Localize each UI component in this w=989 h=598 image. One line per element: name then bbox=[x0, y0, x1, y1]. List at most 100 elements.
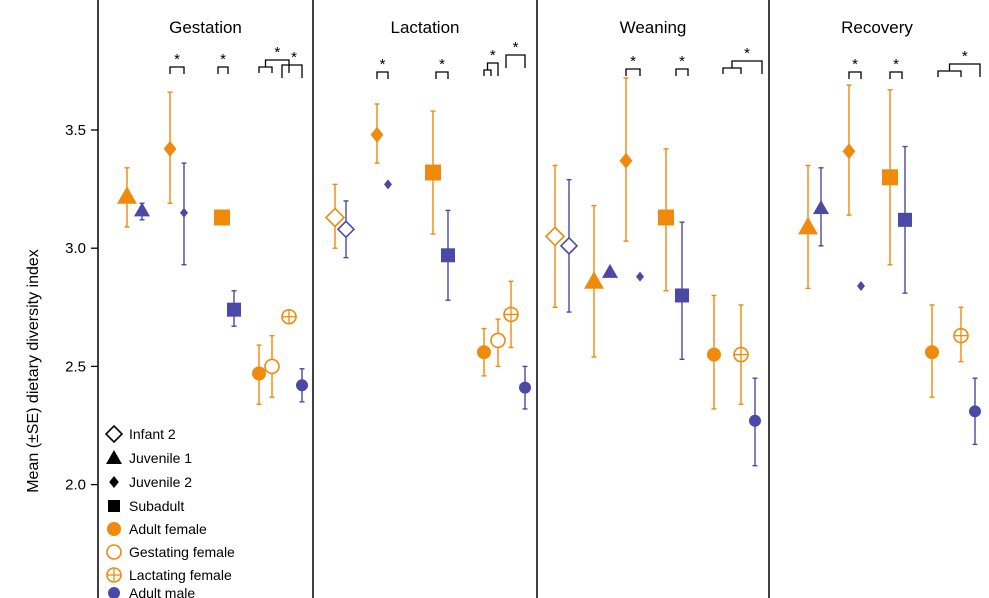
significance-bracket: * bbox=[505, 39, 526, 68]
significance-star: * bbox=[174, 51, 180, 68]
significance-bracket: * bbox=[937, 48, 981, 77]
significance-star: * bbox=[274, 44, 280, 61]
point-juvenile-1-female bbox=[117, 186, 137, 204]
point-adult-female-female bbox=[252, 366, 266, 381]
legend-marker-gestating-female bbox=[106, 544, 122, 560]
point-juvenile-2-male bbox=[857, 281, 865, 292]
point-juvenile-2-male bbox=[636, 271, 644, 282]
significance-bracket: * bbox=[625, 53, 641, 76]
significance-star: * bbox=[380, 56, 386, 73]
significance-star: * bbox=[439, 56, 445, 73]
point-adult-female-female bbox=[707, 347, 721, 362]
point-adult-female-female bbox=[477, 345, 491, 360]
point-juvenile-1-female bbox=[798, 216, 818, 235]
legend-marker-infant-2 bbox=[104, 424, 124, 444]
legend-item-gestating-female: Gestating female bbox=[106, 544, 235, 560]
point-gestating-female-female bbox=[264, 358, 280, 375]
significance-bracket: * bbox=[483, 47, 499, 76]
panel-series-gestation bbox=[117, 91, 308, 405]
point-juvenile-2-female bbox=[842, 143, 856, 160]
point-subadult-female bbox=[214, 209, 230, 226]
point-juvenile-2-male bbox=[384, 179, 392, 190]
legend-item-juvenile-2: Juvenile 2 bbox=[109, 474, 192, 490]
significance-star: * bbox=[744, 45, 750, 62]
significance-star: * bbox=[893, 56, 899, 73]
y-tick-label: 3.5 bbox=[65, 122, 86, 139]
point-lactating-female-female bbox=[733, 346, 749, 363]
data-layer bbox=[117, 77, 981, 467]
significance-star: * bbox=[490, 47, 496, 64]
point-infant-2-female bbox=[324, 207, 346, 228]
significance-bracket: * bbox=[675, 53, 689, 76]
significance-star: * bbox=[852, 56, 858, 73]
legend: Infant 2 Juvenile 1 Juvenile 2 Subadult Adul… bbox=[104, 424, 235, 598]
point-juvenile-2-female bbox=[619, 152, 633, 169]
significance-star: * bbox=[679, 53, 685, 70]
point-gestating-female-female bbox=[490, 332, 506, 349]
legend-marker-adult-female bbox=[107, 522, 121, 536]
significance-bracket: * bbox=[169, 51, 185, 74]
significance-bracket: * bbox=[217, 51, 229, 74]
point-subadult-male bbox=[227, 302, 241, 317]
point-subadult-male bbox=[675, 288, 689, 303]
legend-marker-juvenile-2 bbox=[109, 476, 119, 488]
legend-label: Subadult bbox=[129, 498, 184, 514]
panel-series-recovery bbox=[798, 84, 981, 446]
point-lactating-female-female bbox=[281, 308, 297, 325]
point-subadult-female bbox=[882, 169, 898, 186]
point-adult-male-male bbox=[519, 381, 531, 394]
point-adult-male-male bbox=[749, 414, 761, 427]
point-lactating-female-female bbox=[953, 327, 969, 344]
panel-title-recovery: Recovery bbox=[841, 18, 913, 37]
legend-label: Adult female bbox=[129, 521, 207, 537]
legend-label: Adult male bbox=[129, 585, 195, 598]
point-juvenile-2-female bbox=[163, 140, 177, 157]
legend-label: Infant 2 bbox=[129, 426, 176, 442]
legend-item-subadult: Subadult bbox=[108, 498, 184, 514]
point-lactating-female-female bbox=[503, 306, 519, 323]
point-juvenile-1-female bbox=[584, 271, 604, 289]
significance-bracket: * bbox=[848, 56, 862, 79]
axis-layer: 2.0 2.5 3.0 3.5 bbox=[65, 0, 99, 598]
panel-title-weaning: Weaning bbox=[620, 18, 687, 37]
legend-item-lactating-female: Lactating female bbox=[106, 567, 232, 583]
point-infant-2-female bbox=[544, 226, 566, 247]
significance-star: * bbox=[630, 53, 636, 70]
y-tick-label: 3.0 bbox=[65, 240, 86, 257]
panel-title-gestation: Gestation bbox=[169, 18, 242, 37]
significance-bracket: * bbox=[281, 49, 303, 78]
significance-bracket: * bbox=[376, 56, 389, 79]
significance-star: * bbox=[962, 48, 968, 65]
panel-layer: Gestation Lactation Weaning Recovery bbox=[169, 0, 913, 598]
point-subadult-female bbox=[658, 209, 674, 226]
y-axis-label: Mean (±SE) dietary diversity index bbox=[25, 249, 42, 493]
point-adult-male-male bbox=[296, 379, 308, 392]
legend-label: Juvenile 2 bbox=[129, 474, 192, 490]
legend-label: Lactating female bbox=[129, 567, 232, 583]
panel-title-lactation: Lactation bbox=[391, 18, 460, 37]
significance-bracket: * bbox=[722, 45, 763, 74]
point-subadult-male bbox=[441, 248, 455, 263]
point-adult-female-female bbox=[925, 345, 939, 360]
point-juvenile-1-male bbox=[134, 202, 150, 217]
legend-marker-juvenile-1 bbox=[106, 450, 122, 464]
point-juvenile-2-female bbox=[370, 126, 384, 143]
point-infant-2-male bbox=[559, 236, 579, 255]
panel-series-lactation bbox=[324, 103, 531, 410]
panel-series-weaning bbox=[544, 77, 761, 467]
y-tick-label: 2.0 bbox=[65, 477, 86, 494]
significance-bracket: * bbox=[889, 56, 903, 79]
legend-item-adult-male: Adult male bbox=[108, 585, 195, 598]
point-juvenile-1-male bbox=[602, 263, 618, 278]
point-subadult-female bbox=[425, 164, 441, 181]
point-juvenile-2-male bbox=[180, 207, 188, 218]
legend-item-infant-2: Infant 2 bbox=[104, 424, 176, 444]
significance-star: * bbox=[513, 39, 519, 56]
legend-marker-lactating-female bbox=[106, 567, 122, 583]
significance-star: * bbox=[220, 51, 226, 68]
significance-layer: * * * * * * * * * * * * * * bbox=[169, 39, 981, 79]
legend-item-juvenile-1: Juvenile 1 bbox=[106, 450, 192, 466]
legend-label: Gestating female bbox=[129, 544, 235, 560]
legend-marker-adult-male bbox=[108, 587, 120, 598]
